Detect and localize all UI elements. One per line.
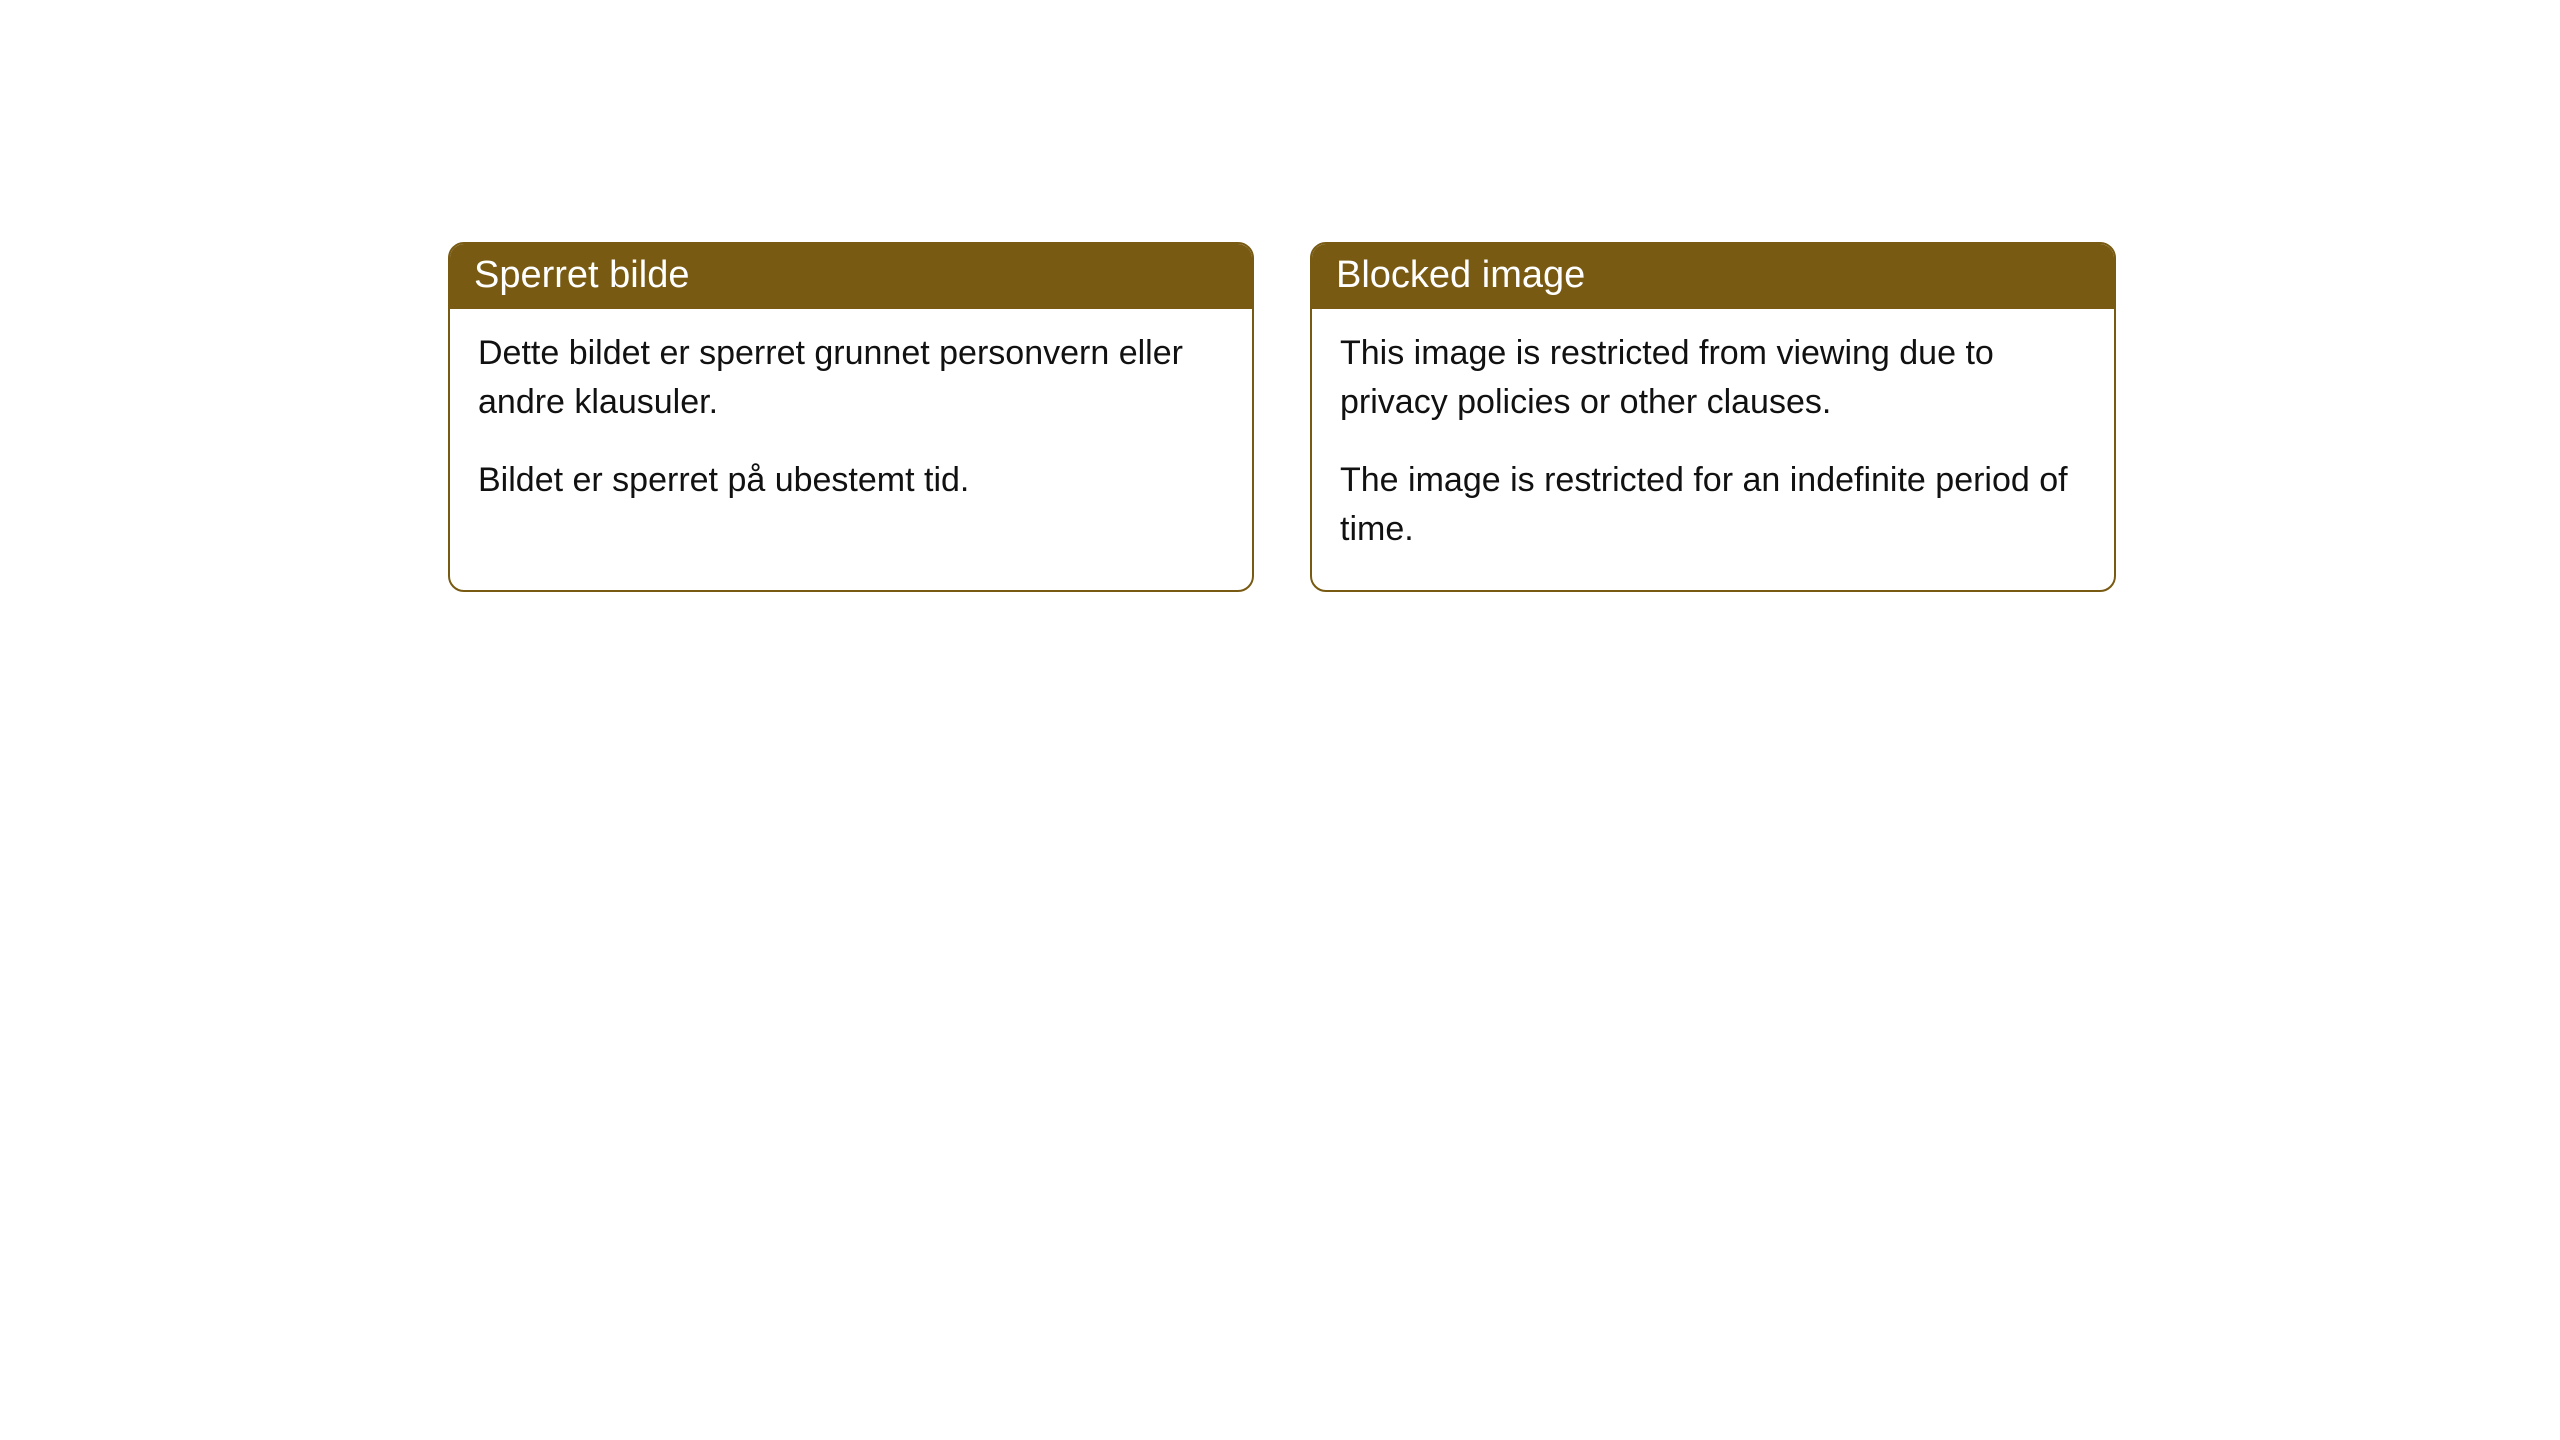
card-body: This image is restricted from viewing du… [1312, 309, 2114, 590]
card-body: Dette bildet er sperret grunnet personve… [450, 309, 1252, 541]
notice-card-english: Blocked image This image is restricted f… [1310, 242, 2116, 592]
card-paragraph: The image is restricted for an indefinit… [1340, 456, 2086, 555]
card-title: Blocked image [1312, 244, 2114, 309]
notice-container: Sperret bilde Dette bildet er sperret gr… [448, 242, 2116, 592]
notice-card-norwegian: Sperret bilde Dette bildet er sperret gr… [448, 242, 1254, 592]
card-paragraph: Dette bildet er sperret grunnet personve… [478, 329, 1224, 428]
card-paragraph: This image is restricted from viewing du… [1340, 329, 2086, 428]
card-title: Sperret bilde [450, 244, 1252, 309]
card-paragraph: Bildet er sperret på ubestemt tid. [478, 456, 1224, 505]
